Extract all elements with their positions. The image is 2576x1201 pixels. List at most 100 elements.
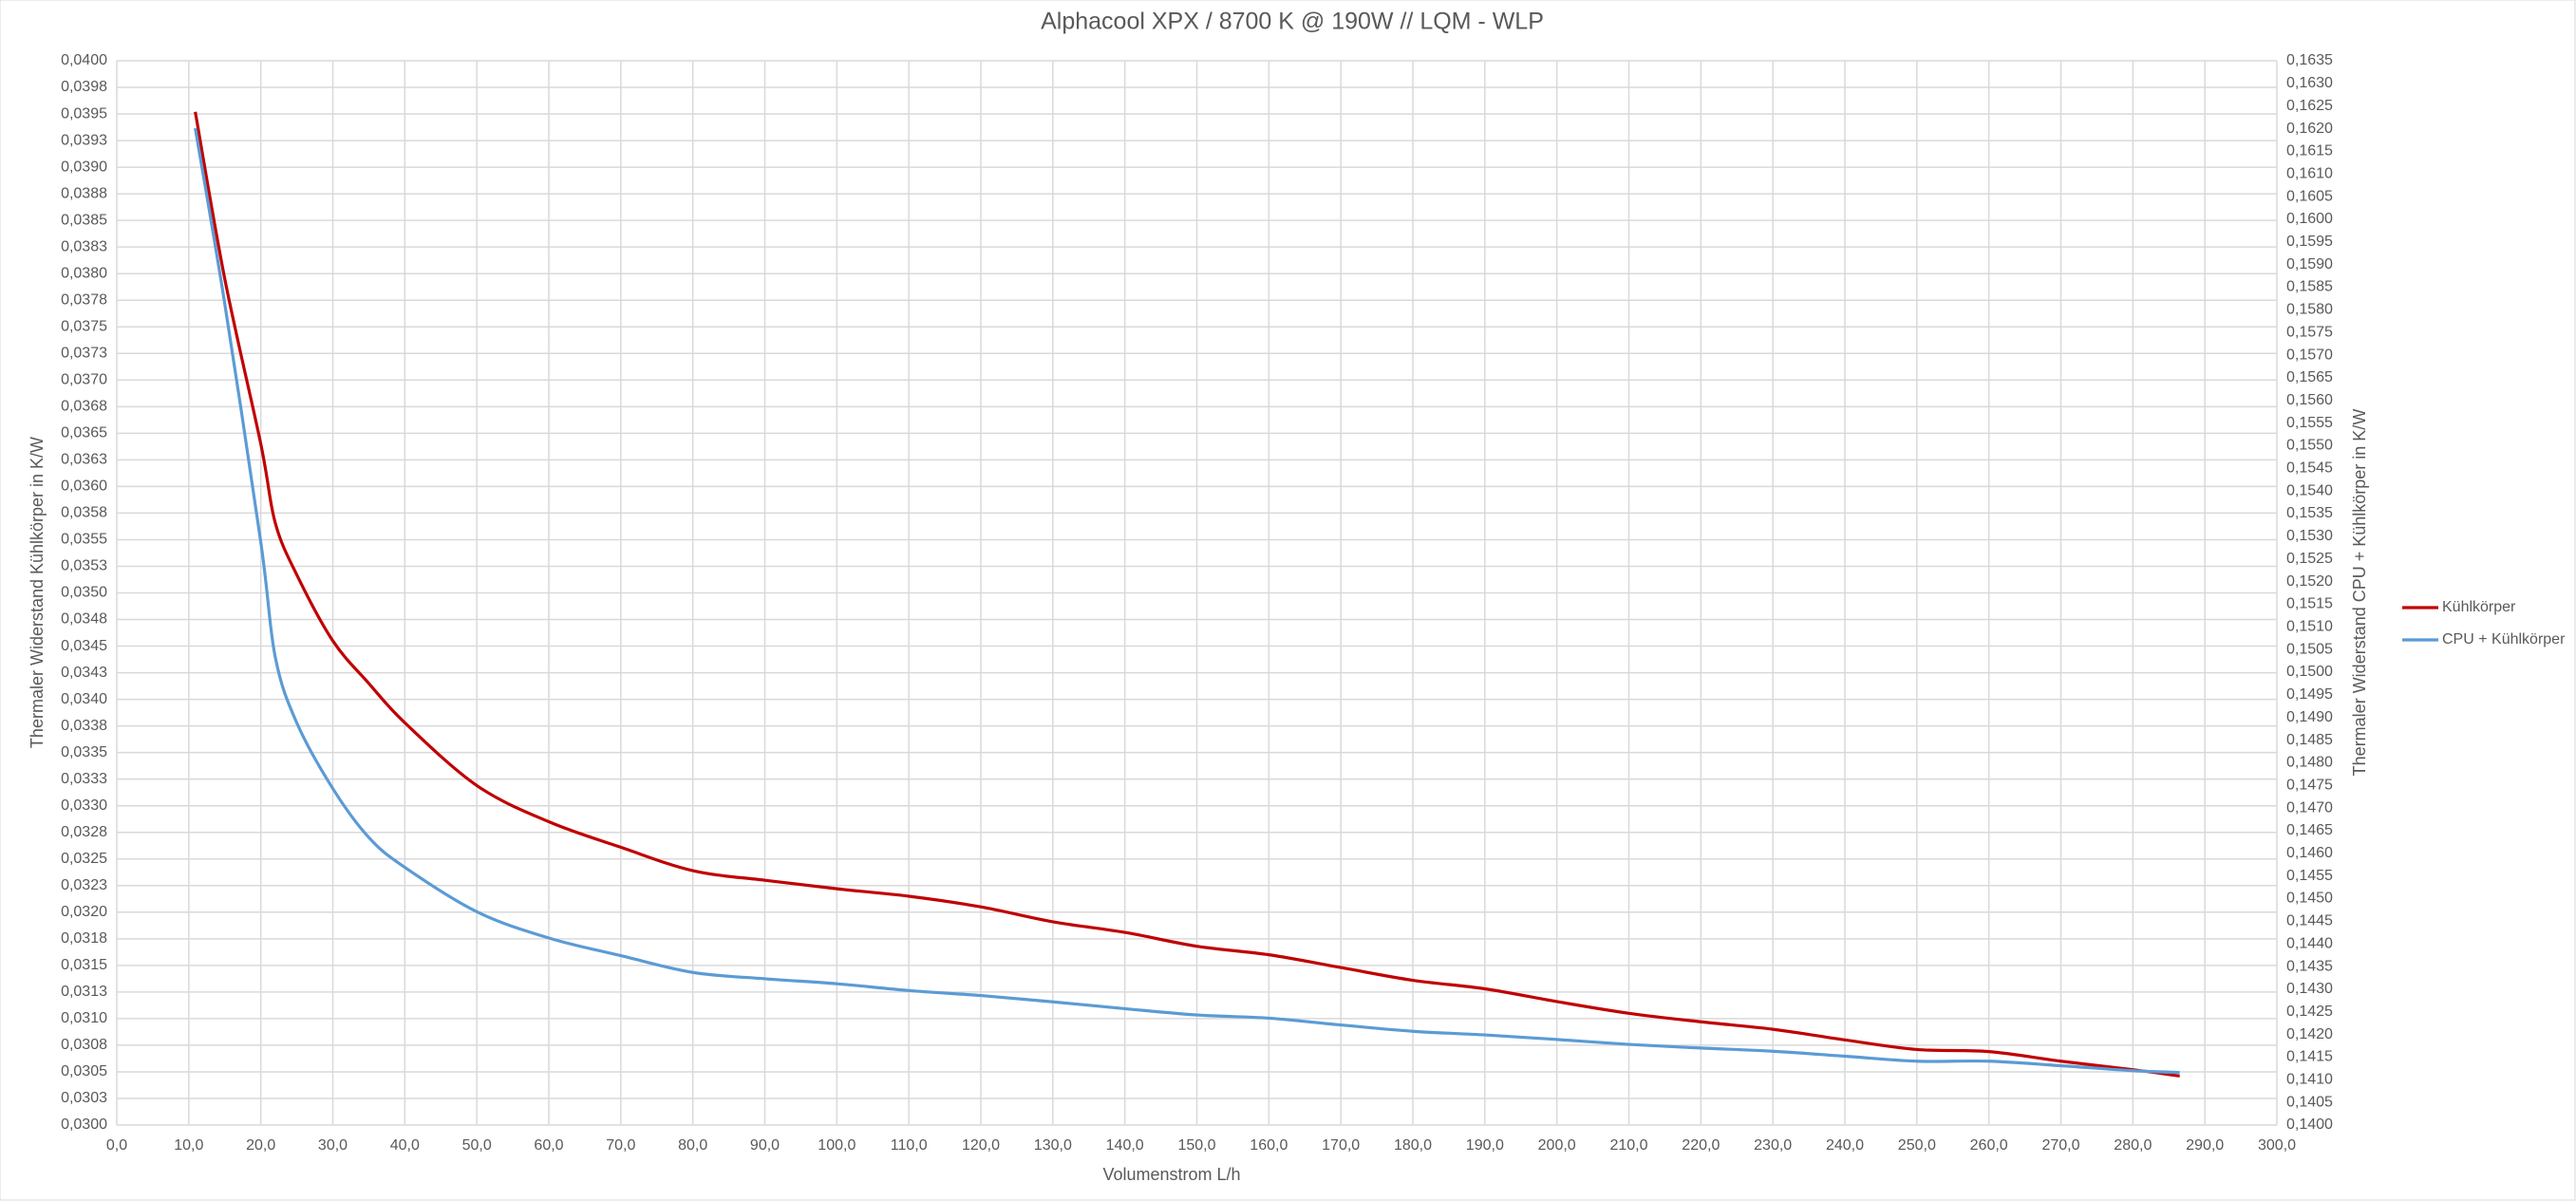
y2-tick-label: 0,1615	[2286, 143, 2333, 160]
x-tick-label: 30,0	[318, 1137, 348, 1154]
y2-tick-label: 0,1445	[2286, 913, 2333, 929]
y2-tick-label: 0,1630	[2286, 75, 2333, 91]
x-tick-label: 300,0	[2258, 1137, 2296, 1154]
y2-tick-label: 0,1425	[2286, 1004, 2333, 1020]
x-tick-label: 100,0	[818, 1137, 856, 1154]
y2-tick-label: 0,1600	[2286, 211, 2333, 227]
y2-tick-label: 0,1620	[2286, 121, 2333, 137]
y-tick-label: 0,0353	[61, 558, 107, 574]
y-tick-label: 0,0328	[61, 824, 107, 840]
y2-tick-label: 0,1585	[2286, 279, 2333, 295]
x-tick-label: 0,0	[106, 1137, 127, 1154]
x-axis-title: Volumenstrom L/h	[1102, 1165, 1240, 1184]
y-tick-label: 0,0335	[61, 744, 107, 760]
y2-tick-label: 0,1420	[2286, 1026, 2333, 1042]
y-tick-label: 0,0350	[61, 585, 107, 601]
y2-tick-label: 0,1605	[2286, 188, 2333, 204]
y-tick-label: 0,0363	[61, 452, 107, 468]
x-tick-label: 160,0	[1250, 1137, 1288, 1154]
y2-tick-label: 0,1505	[2286, 641, 2333, 657]
legend-label: Kühlkörper	[2442, 599, 2516, 615]
y-tick-label: 0,0398	[61, 79, 107, 95]
y-tick-label: 0,0303	[61, 1090, 107, 1106]
x-tick-label: 60,0	[534, 1137, 563, 1154]
y-tick-label: 0,0325	[61, 851, 107, 867]
y2-tick-label: 0,1455	[2286, 868, 2333, 884]
y2-tick-label: 0,1485	[2286, 732, 2333, 748]
y-tick-label: 0,0330	[61, 798, 107, 814]
y2-tick-label: 0,1480	[2286, 755, 2333, 771]
y2-tick-label: 0,1460	[2286, 845, 2333, 861]
x-tick-label: 280,0	[2114, 1137, 2152, 1154]
x-tick-label: 70,0	[606, 1137, 635, 1154]
x-tick-label: 110,0	[891, 1137, 928, 1154]
y2-tick-label: 0,1595	[2286, 234, 2333, 250]
y2-tick-label: 0,1575	[2286, 324, 2333, 340]
x-tick-label: 240,0	[1826, 1137, 1864, 1154]
y-tick-label: 0,0355	[61, 532, 107, 548]
x-tick-label: 10,0	[174, 1137, 203, 1154]
y2-tick-label: 0,1580	[2286, 302, 2333, 318]
y2-tick-label: 0,1495	[2286, 686, 2333, 703]
x-tick-label: 290,0	[2186, 1137, 2224, 1154]
y-tick-label: 0,0365	[61, 425, 107, 441]
y-tick-label: 0,0305	[61, 1063, 107, 1079]
y-tick-label: 0,0333	[61, 771, 107, 787]
data-line	[194, 111, 2180, 1079]
y-tick-label: 0,0373	[61, 345, 107, 361]
y2-tick-label: 0,1535	[2286, 505, 2333, 521]
y-tick-label: 0,0318	[61, 930, 107, 947]
y2-tick-label: 0,1500	[2286, 664, 2333, 680]
y2-tick-label: 0,1450	[2286, 891, 2333, 907]
y2-tick-label: 0,1610	[2286, 165, 2333, 181]
x-tick-label: 130,0	[1034, 1137, 1072, 1154]
x-tick-label: 250,0	[1898, 1137, 1936, 1154]
x-tick-label: 90,0	[750, 1137, 780, 1154]
y2-tick-label: 0,1545	[2286, 460, 2333, 477]
x-tick-label: 40,0	[390, 1137, 420, 1154]
x-tick-label: 260,0	[1970, 1137, 2008, 1154]
x-tick-label: 50,0	[462, 1137, 492, 1154]
y-tick-label: 0,0380	[61, 265, 107, 281]
y2-tick-label: 0,1540	[2286, 482, 2333, 498]
y2-tick-label: 0,1525	[2286, 551, 2333, 567]
y-tick-label: 0,0388	[61, 185, 107, 201]
y2-tick-label: 0,1490	[2286, 709, 2333, 725]
x-tick-label: 180,0	[1394, 1137, 1432, 1154]
y2-tick-label: 0,1555	[2286, 415, 2333, 431]
y2-tick-label: 0,1410	[2286, 1072, 2333, 1088]
y2-tick-label: 0,1475	[2286, 777, 2333, 793]
y-tick-label: 0,0308	[61, 1037, 107, 1053]
y2-tick-label: 0,1405	[2286, 1094, 2333, 1110]
y-axis-title: Thermaler Widerstand Kühlkörper in K/W	[28, 437, 47, 748]
x-tick-label: 20,0	[246, 1137, 275, 1154]
y2-tick-label: 0,1570	[2286, 347, 2333, 363]
x-tick-label: 140,0	[1106, 1137, 1144, 1154]
y2-tick-label: 0,1515	[2286, 596, 2333, 612]
y-tick-label: 0,0300	[61, 1117, 107, 1133]
y-tick-label: 0,0370	[61, 372, 107, 388]
y-tick-label: 0,0315	[61, 957, 107, 973]
y2-tick-label: 0,1440	[2286, 935, 2333, 951]
chart-title: Alphacool XPX / 8700 K @ 190W // LQM - W…	[1041, 9, 1544, 35]
y-tick-label: 0,0378	[61, 291, 107, 308]
y-tick-label: 0,0368	[61, 399, 107, 415]
y2-tick-label: 0,1530	[2286, 528, 2333, 544]
x-tick-label: 220,0	[1682, 1137, 1720, 1154]
data-line	[194, 127, 2180, 1075]
y-tick-label: 0,0375	[61, 318, 107, 334]
y-tick-label: 0,0323	[61, 877, 107, 893]
y2-tick-label: 0,1510	[2286, 618, 2333, 634]
y-tick-label: 0,0383	[61, 238, 107, 254]
y2-tick-label: 0,1560	[2286, 392, 2333, 408]
y2-tick-label: 0,1400	[2286, 1117, 2333, 1133]
y2-tick-label: 0,1470	[2286, 799, 2333, 816]
y2-tick-label: 0,1625	[2286, 98, 2333, 114]
x-tick-label: 80,0	[678, 1137, 707, 1154]
y2-tick-label: 0,1415	[2286, 1049, 2333, 1065]
y2-tick-label: 0,1635	[2286, 52, 2333, 68]
y2-axis-title: Thermaler Widerstand CPU + Kühlkörper in…	[2350, 409, 2369, 777]
x-tick-label: 230,0	[1754, 1137, 1792, 1154]
